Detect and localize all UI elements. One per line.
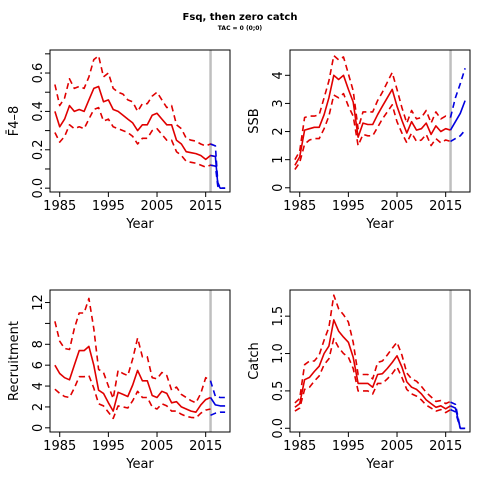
fbar-series-estimate-lower bbox=[54, 106, 216, 168]
fbar-x-tick-label: 2015 bbox=[189, 199, 222, 214]
recruitment-y-tick-label: 0 bbox=[31, 424, 46, 432]
fbar-x-tick-label: 1995 bbox=[92, 199, 125, 214]
chart-catch: 1985 1995 2005 2015 0.0 0.5 1.0 1.5 Year Catch bbox=[247, 289, 471, 472]
recruitment-y-tick-label: 4 bbox=[31, 382, 46, 390]
chart-recruitment: 1985 1995 2005 2015 0 2 4 6 8 12 Year Recruitment bbox=[7, 289, 231, 472]
ssb-x-tick-label: 1985 bbox=[283, 199, 316, 214]
recruitment-series-estimate-lower bbox=[54, 374, 211, 420]
ssb-x-tick-label: 2005 bbox=[380, 199, 413, 214]
catch-x-tick-label: 2015 bbox=[429, 439, 462, 454]
chart-fbar: 1985 1995 2005 2015 0.0 0.2 0.4 0.6 Year F̄4–8 bbox=[7, 49, 231, 232]
fbar-x-tick-label: 2005 bbox=[140, 199, 173, 214]
ssb-series-projection-lower bbox=[450, 129, 466, 143]
catch-series-estimate bbox=[294, 319, 451, 410]
recruitment-y-tick-label: 8 bbox=[31, 340, 46, 348]
catch-x-tick-label: 1985 bbox=[283, 439, 316, 454]
catch-plot-frame bbox=[289, 289, 471, 433]
ssb-y-tick-label: 4 bbox=[271, 71, 286, 79]
ssb-y-tick-label: 3 bbox=[271, 99, 286, 107]
fbar-x-tick-label: 1985 bbox=[43, 199, 76, 214]
recruitment-series-projection bbox=[209, 397, 226, 407]
recruitment-y-tick-label: 12 bbox=[31, 294, 46, 311]
catch-y-tick-label: 0.0 bbox=[271, 418, 286, 439]
catch-series-estimate-lower bbox=[294, 337, 451, 414]
fbar-y-tick-label: 0.2 bbox=[31, 139, 46, 160]
panels: 1985 1995 2005 20150.00.20.40.6YearF̄4–8198… bbox=[7, 49, 471, 472]
ssb-plot-frame bbox=[289, 49, 471, 193]
recruitment-x-tick-label: 2015 bbox=[189, 439, 222, 454]
fbar-y-tick-label: 0.6 bbox=[31, 63, 46, 84]
fbar-series-estimate-upper bbox=[54, 54, 216, 147]
recruitment-y-tick-label: 6 bbox=[31, 361, 46, 369]
figure-title: Fsq, then zero catch bbox=[183, 12, 298, 23]
ssb-series-projection bbox=[449, 100, 466, 131]
catch-y-tick-label: 0.5 bbox=[271, 381, 286, 402]
fbar-x-axis-label: Year bbox=[125, 217, 154, 232]
recruitment-y-axis-label: Recruitment bbox=[7, 321, 22, 401]
ssb-series-projection-upper bbox=[449, 68, 466, 118]
ssb-series-estimate-lower bbox=[294, 92, 451, 170]
recruitment-series-estimate bbox=[54, 345, 211, 414]
ssb-x-tick-label: 2015 bbox=[429, 199, 462, 214]
fbar-plot-frame bbox=[49, 49, 231, 193]
fbar-series-estimate bbox=[54, 85, 216, 161]
catch-series-estimate-upper bbox=[294, 294, 451, 405]
recruitment-x-tick-label: 1985 bbox=[43, 439, 76, 454]
ssb-y-tick-label: 0 bbox=[271, 184, 286, 192]
ssb-x-tick-label: 1995 bbox=[332, 199, 365, 214]
fbar-series-projection-lower bbox=[210, 164, 226, 189]
chart-ssb: 1985 1995 2005 2015 0 1 2 3 4 Year SSB bbox=[247, 49, 471, 232]
fbar-y-tick-label: 0.4 bbox=[31, 101, 46, 122]
ssb-y-tick-label: 2 bbox=[271, 127, 286, 135]
recruitment-y-tick-label: 2 bbox=[31, 403, 46, 411]
fbar-y-tick-label: 0.0 bbox=[31, 178, 46, 199]
recruitment-x-tick-label: 2005 bbox=[140, 439, 173, 454]
recruitment-series-estimate-upper bbox=[54, 297, 211, 404]
recruitment-plot-frame bbox=[49, 289, 231, 433]
ssb-y-axis-label: SSB bbox=[247, 108, 262, 133]
recruitment-series-projection-upper bbox=[209, 380, 226, 399]
ssb-y-tick-label: 1 bbox=[271, 156, 286, 164]
recruitment-series-projection-lower bbox=[210, 411, 226, 417]
fbar-y-axis-label: F̄4–8 bbox=[7, 106, 22, 137]
figure-subtitle: TAC = 0 (0;0) bbox=[218, 25, 263, 32]
catch-y-axis-label: Catch bbox=[247, 342, 262, 380]
catch-series-projection-lower bbox=[450, 408, 466, 430]
catch-y-tick-label: 1.0 bbox=[271, 343, 286, 364]
ssb-x-axis-label: Year bbox=[365, 217, 394, 232]
catch-x-axis-label: Year bbox=[365, 457, 394, 472]
ssb-series-estimate-upper bbox=[294, 54, 451, 161]
recruitment-x-axis-label: Year bbox=[125, 457, 154, 472]
catch-x-tick-label: 2005 bbox=[380, 439, 413, 454]
recruitment-x-tick-label: 1995 bbox=[92, 439, 125, 454]
catch-y-tick-label: 1.5 bbox=[271, 306, 286, 327]
ssb-series-estimate bbox=[294, 74, 451, 166]
catch-series-projection bbox=[450, 405, 466, 430]
catch-x-tick-label: 1995 bbox=[332, 439, 365, 454]
